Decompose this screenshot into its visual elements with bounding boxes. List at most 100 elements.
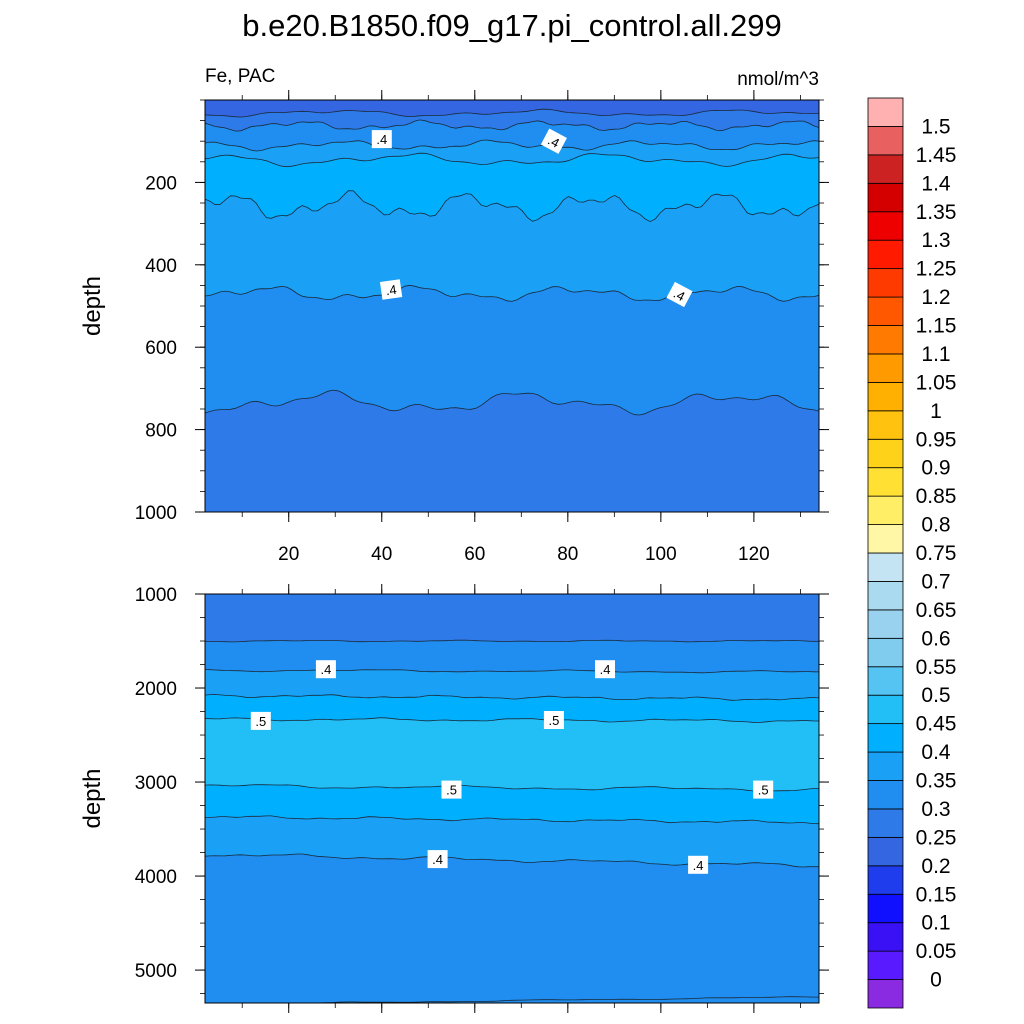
colorbar-swatch bbox=[867, 836, 904, 867]
contour-label-text: .5 bbox=[548, 713, 559, 728]
chart-title: b.e20.B1850.f09_g17.pi_control.all.299 bbox=[242, 8, 782, 43]
colorbar-swatch bbox=[867, 552, 904, 582]
colorbar-label: 1.3 bbox=[921, 229, 950, 252]
y-axis-label: depth bbox=[79, 276, 106, 336]
y-tick-label: 1000 bbox=[135, 585, 177, 606]
colorbar-label: 0.55 bbox=[916, 656, 957, 679]
colorbar-swatch bbox=[867, 182, 904, 213]
colorbar-swatch bbox=[867, 950, 904, 980]
left-subtitle: Fe, PAC bbox=[205, 66, 275, 87]
colorbar-label: 1.2 bbox=[921, 286, 950, 309]
contour-label-text: .4 bbox=[693, 858, 704, 873]
contour-label-bg bbox=[688, 855, 709, 874]
colorbar-label: 0.1 bbox=[921, 912, 950, 935]
colorbar-label: 1.1 bbox=[921, 343, 950, 366]
y-tick-label: 800 bbox=[145, 421, 177, 442]
colorbar-label: 1.35 bbox=[916, 201, 957, 224]
contour-label: .4 bbox=[371, 130, 392, 149]
colorbar-swatch bbox=[867, 495, 904, 525]
colorbar-swatch bbox=[867, 780, 904, 810]
contour-label: .4 bbox=[540, 128, 567, 154]
colorbar-swatch bbox=[867, 268, 904, 298]
colorbar-label: 0.25 bbox=[916, 826, 957, 849]
colorbar-swatch bbox=[867, 581, 904, 611]
contour-label: .4 bbox=[315, 660, 336, 679]
contour-label-bg bbox=[250, 711, 271, 730]
x-tick-label: 80 bbox=[557, 544, 578, 565]
contour-label: .4 bbox=[666, 281, 693, 308]
y-tick-label: 1000 bbox=[135, 503, 177, 524]
colorbar-label: 0.7 bbox=[921, 570, 950, 593]
colorbar-swatch bbox=[867, 353, 904, 383]
colorbar-label: 1.25 bbox=[916, 258, 957, 281]
contour-line bbox=[204, 639, 820, 643]
colorbar-label: 1.45 bbox=[916, 144, 957, 167]
colorbar-swatch bbox=[867, 296, 904, 326]
colorbar-swatch bbox=[867, 126, 904, 156]
contour-label-bg bbox=[427, 850, 448, 869]
colorbar-swatch bbox=[867, 524, 904, 554]
y-tick-label: 3000 bbox=[135, 773, 177, 794]
contour-label-bg bbox=[441, 780, 462, 799]
contour-line bbox=[204, 152, 820, 168]
contour-line bbox=[205, 815, 820, 825]
contour-label: .5 bbox=[753, 780, 774, 799]
deep-panel: 1000 2000 3000 4000 5000 depth .4 .4 .5 .5 .5 .5 .4.… bbox=[79, 584, 829, 1013]
colorbar-swatch bbox=[867, 666, 904, 696]
colorbar-label: 0.4 bbox=[921, 741, 951, 764]
colorbar-label: 0.3 bbox=[921, 798, 950, 821]
colorbar-swatch bbox=[867, 637, 904, 668]
upper-panel: 200 400 600 800 1000 depth .4 .4 .4 .4 bbox=[79, 90, 829, 524]
contour-line bbox=[204, 853, 820, 868]
colorbar-swatch bbox=[867, 609, 904, 639]
y-axis-label: depth bbox=[79, 768, 106, 828]
y-tick-label: 5000 bbox=[135, 961, 177, 982]
contour-label-text: .5 bbox=[255, 714, 266, 729]
contour-line bbox=[204, 108, 820, 118]
contour-label-bg bbox=[666, 281, 693, 308]
colorbar-label: 1.5 bbox=[921, 115, 950, 138]
contour-label-bg bbox=[543, 711, 564, 729]
colorbar-label: 0 bbox=[930, 969, 942, 992]
colorbar-label: 0.05 bbox=[916, 940, 957, 963]
colorbar-label: 0.65 bbox=[916, 599, 957, 622]
plot-frame bbox=[204, 593, 820, 1004]
colorbar-label: 1.15 bbox=[916, 315, 957, 338]
y-tick-label: 600 bbox=[145, 338, 177, 359]
contour-label: .5 bbox=[441, 780, 462, 799]
contour-line bbox=[204, 119, 820, 132]
x-tick-label: 20 bbox=[278, 544, 299, 565]
contour-band bbox=[205, 100, 819, 117]
colorbar-swatch bbox=[867, 694, 904, 725]
colorbar-label: 0.2 bbox=[921, 855, 950, 878]
contour-label-text: .5 bbox=[446, 783, 457, 798]
colorbar-label: 0.85 bbox=[916, 485, 957, 508]
contour-line bbox=[204, 669, 820, 674]
colorbar-swatch bbox=[867, 751, 904, 781]
colorbar-label: 1.05 bbox=[916, 371, 957, 394]
y-tick-label: 2000 bbox=[135, 679, 177, 700]
contour-label: .4 bbox=[427, 850, 448, 869]
colorbar-label: 1 bbox=[930, 400, 942, 423]
contour-label: .4 bbox=[379, 279, 403, 300]
colorbar-label: 0.45 bbox=[916, 713, 957, 736]
contour-label-bg bbox=[371, 130, 392, 149]
contour-line bbox=[204, 284, 820, 302]
y-tick-label: 4000 bbox=[135, 867, 177, 888]
colorbar-swatch bbox=[867, 467, 904, 497]
colorbar-swatch bbox=[867, 865, 904, 895]
colorbar-swatch bbox=[867, 325, 904, 355]
contour-label-bg bbox=[595, 660, 615, 679]
contour-label-text: .4 bbox=[320, 662, 331, 677]
x-tick-label: 40 bbox=[371, 544, 392, 565]
colorbar-swatch bbox=[867, 154, 904, 184]
contour-label-bg bbox=[379, 279, 403, 300]
contour-label: .5 bbox=[543, 711, 564, 729]
x-axis-tick-labels: 20 40 60 80 100 120 bbox=[278, 544, 770, 565]
colorbar-swatch bbox=[867, 808, 904, 838]
colorbar-label: 0.9 bbox=[921, 457, 950, 480]
colorbar-swatch bbox=[867, 922, 904, 952]
contour-line bbox=[204, 190, 820, 223]
colorbar-swatch bbox=[867, 893, 904, 924]
contour-line bbox=[204, 694, 820, 701]
